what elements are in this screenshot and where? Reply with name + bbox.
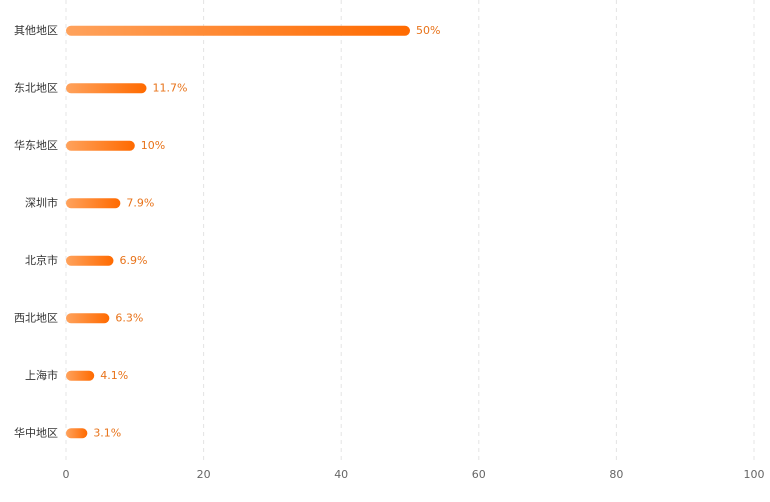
x-tick-label: 40 xyxy=(334,468,348,481)
bar xyxy=(66,255,114,266)
x-tick-label: 100 xyxy=(744,468,765,481)
x-tick-label: 60 xyxy=(472,468,486,481)
value-label: 6.9% xyxy=(119,254,147,267)
y-tick-label: 华中地区 xyxy=(14,425,58,439)
bar xyxy=(66,313,110,324)
y-tick-label: 东北地区 xyxy=(14,81,58,94)
value-label: 4.1% xyxy=(100,369,128,382)
x-tick-label: 0 xyxy=(63,468,70,481)
y-tick-label: 北京市 xyxy=(25,253,58,267)
x-tick-label: 20 xyxy=(197,468,211,481)
bar xyxy=(66,198,121,209)
y-tick-label: 西北地区 xyxy=(14,311,58,324)
x-tick-label: 80 xyxy=(609,468,623,481)
y-tick-label: 深圳市 xyxy=(25,195,58,209)
bar xyxy=(66,83,147,94)
bar xyxy=(66,428,88,439)
value-label: 10% xyxy=(141,139,165,152)
y-tick-label: 其他地区 xyxy=(14,24,58,37)
value-label: 50% xyxy=(416,24,440,37)
bar xyxy=(66,25,410,36)
value-label: 3.1% xyxy=(93,426,121,439)
y-tick-label: 华东地区 xyxy=(14,138,58,152)
bar xyxy=(66,140,135,151)
value-label: 11.7% xyxy=(152,81,187,94)
y-tick-label: 上海市 xyxy=(25,368,58,382)
value-label: 7.9% xyxy=(126,196,154,209)
value-label: 6.3% xyxy=(115,311,143,324)
bar xyxy=(66,370,95,381)
